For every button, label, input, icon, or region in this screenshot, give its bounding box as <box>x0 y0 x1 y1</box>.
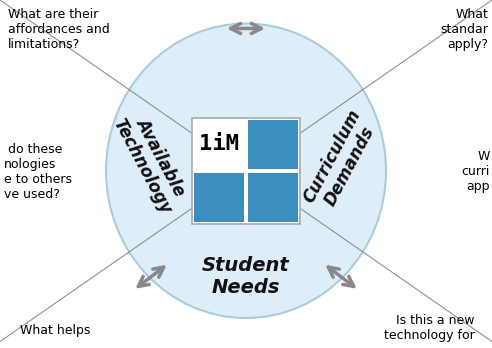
Text: Available
Technology: Available Technology <box>109 105 193 216</box>
Bar <box>248 173 298 222</box>
Text: What are their
affordances and
limitations?: What are their affordances and limitatio… <box>8 8 110 51</box>
Text: What helps: What helps <box>20 324 91 337</box>
Text: Is this a new
technology for: Is this a new technology for <box>384 314 475 342</box>
Text: do these
nologies
e to others
ve used?: do these nologies e to others ve used? <box>4 143 72 201</box>
Bar <box>248 120 298 169</box>
Bar <box>192 118 300 224</box>
Text: Student
Needs: Student Needs <box>202 256 290 297</box>
Text: 1iM: 1iM <box>199 134 239 154</box>
Text: W
curri
app: W curri app <box>461 150 490 193</box>
Text: Curriculum
Demands: Curriculum Demands <box>300 106 382 216</box>
Bar <box>194 173 244 222</box>
Bar <box>194 120 244 169</box>
Ellipse shape <box>106 24 386 318</box>
Text: What
standar
apply?: What standar apply? <box>440 8 488 51</box>
